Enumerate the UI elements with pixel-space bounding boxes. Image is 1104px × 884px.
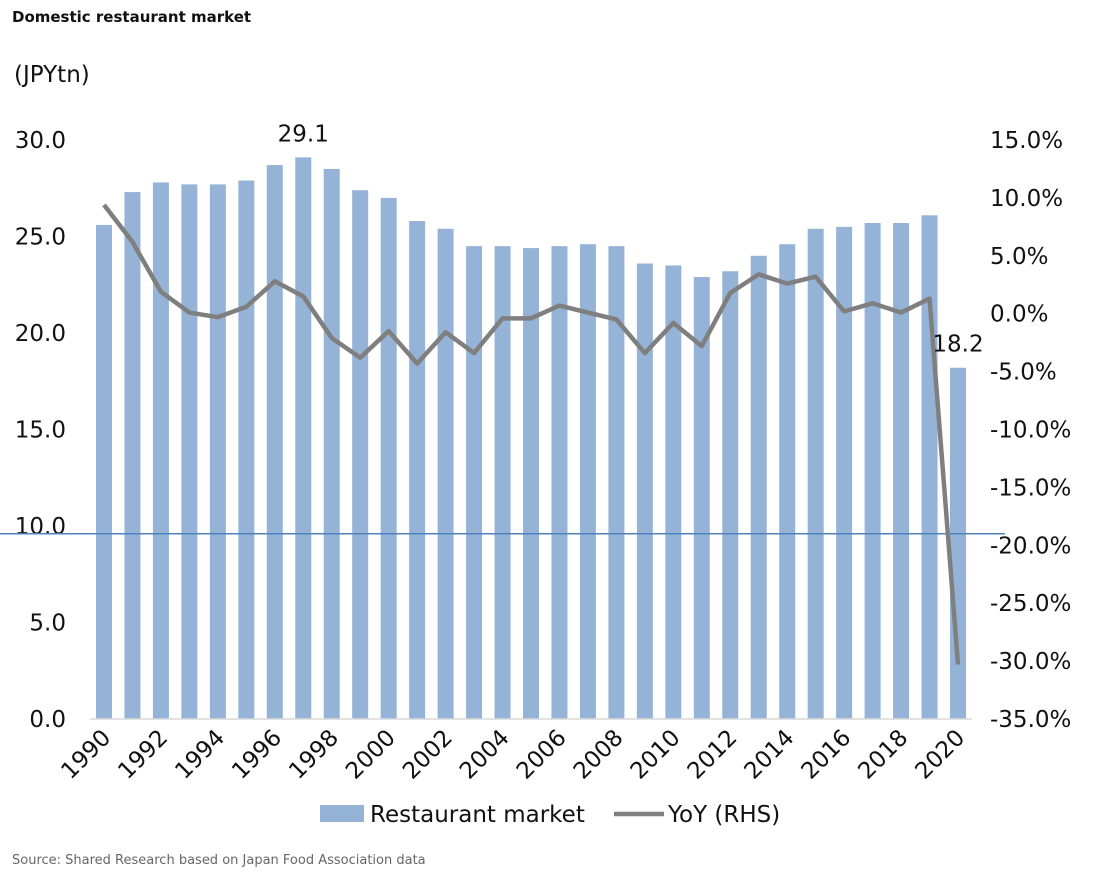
bar-2002 <box>437 228 454 719</box>
y-tick-label: 10.0 <box>15 514 66 540</box>
x-tick-label: 1990 <box>56 725 116 785</box>
x-tick-label: 2016 <box>797 725 857 785</box>
x-tick-label: 2014 <box>740 725 800 785</box>
bar-2009 <box>636 263 653 719</box>
bar-1996 <box>266 165 283 720</box>
bar-2001 <box>409 221 426 719</box>
bar-2004 <box>494 246 511 719</box>
bar-2010 <box>665 265 682 719</box>
y-tick-label: 20.0 <box>15 321 66 347</box>
x-tick-label: 1992 <box>113 725 173 785</box>
y2-tick-label: 10.0% <box>990 186 1063 212</box>
legend-label-yoy: YoY (RHS) <box>667 802 780 828</box>
bar-2003 <box>466 246 483 719</box>
x-tick-label: 1998 <box>284 725 344 785</box>
y-tick-label: 5.0 <box>29 611 66 637</box>
y2-tick-label: -35.0% <box>990 707 1071 733</box>
y2-tick-label: -10.0% <box>990 418 1071 444</box>
y-tick-label: 15.0 <box>15 418 66 444</box>
y-tick-label: 30.0 <box>15 128 66 154</box>
bar-2018 <box>893 222 910 720</box>
source-note: Source: Shared Research based on Japan F… <box>12 853 426 868</box>
y2-tick-label: -30.0% <box>990 649 1071 675</box>
x-tick-label: 2004 <box>455 725 515 785</box>
x-tick-label: 2018 <box>854 725 914 785</box>
x-tick-label: 1996 <box>227 725 287 785</box>
y-tick-label: 25.0 <box>15 225 66 251</box>
x-tick-label: 2000 <box>341 725 401 785</box>
bar-2011 <box>693 277 710 719</box>
x-tick-label: 2010 <box>626 725 686 785</box>
bar-2020 <box>950 367 966 719</box>
bar-1992 <box>152 182 169 719</box>
bar-2007 <box>579 244 596 719</box>
bar-2006 <box>551 246 568 719</box>
y2-tick-label: -5.0% <box>990 360 1057 386</box>
bar-2019 <box>921 215 938 719</box>
bar-1995 <box>238 180 255 719</box>
bar-1991 <box>124 192 141 720</box>
bar-2012 <box>722 271 739 719</box>
x-tick-label: 2008 <box>569 725 629 785</box>
bar-2013 <box>750 255 767 720</box>
bar-2008 <box>608 246 625 719</box>
y2-tick-label: -25.0% <box>990 591 1071 617</box>
y2-tick-label: 15.0% <box>990 128 1063 154</box>
y-tick-label: 0.0 <box>29 707 66 733</box>
x-tick-label: 2002 <box>398 725 458 785</box>
bar-2016 <box>836 226 853 719</box>
bar-2000 <box>380 197 397 719</box>
y2-tick-label: 5.0% <box>990 244 1048 270</box>
x-tick-label: 2020 <box>910 725 970 785</box>
bar-2015 <box>807 228 824 719</box>
data-label-2020: 18.2 <box>932 332 983 358</box>
y-axis-label: (JPYtn) <box>14 62 90 88</box>
bar-1993 <box>181 184 198 719</box>
bar-2014 <box>779 244 796 719</box>
bar-1990 <box>96 224 112 720</box>
legend-bar-swatch <box>320 805 364 822</box>
bar-1998 <box>323 168 340 719</box>
bar-2005 <box>523 248 539 719</box>
bar-1999 <box>352 190 369 719</box>
y2-tick-label: -15.0% <box>990 475 1071 501</box>
x-tick-label: 2006 <box>512 725 572 785</box>
x-tick-label: 2012 <box>683 725 743 785</box>
data-label-1997: 29.1 <box>278 121 329 147</box>
bar-2017 <box>864 222 881 720</box>
x-tick-label: 1994 <box>170 725 230 785</box>
legend-label-restaurant-market: Restaurant market <box>370 802 585 828</box>
y2-tick-label: 0.0% <box>990 302 1048 328</box>
bar-1994 <box>209 184 226 719</box>
bar-1997 <box>295 157 312 719</box>
chart-title: Domestic restaurant market <box>12 8 252 26</box>
y2-tick-label: -20.0% <box>990 533 1071 559</box>
